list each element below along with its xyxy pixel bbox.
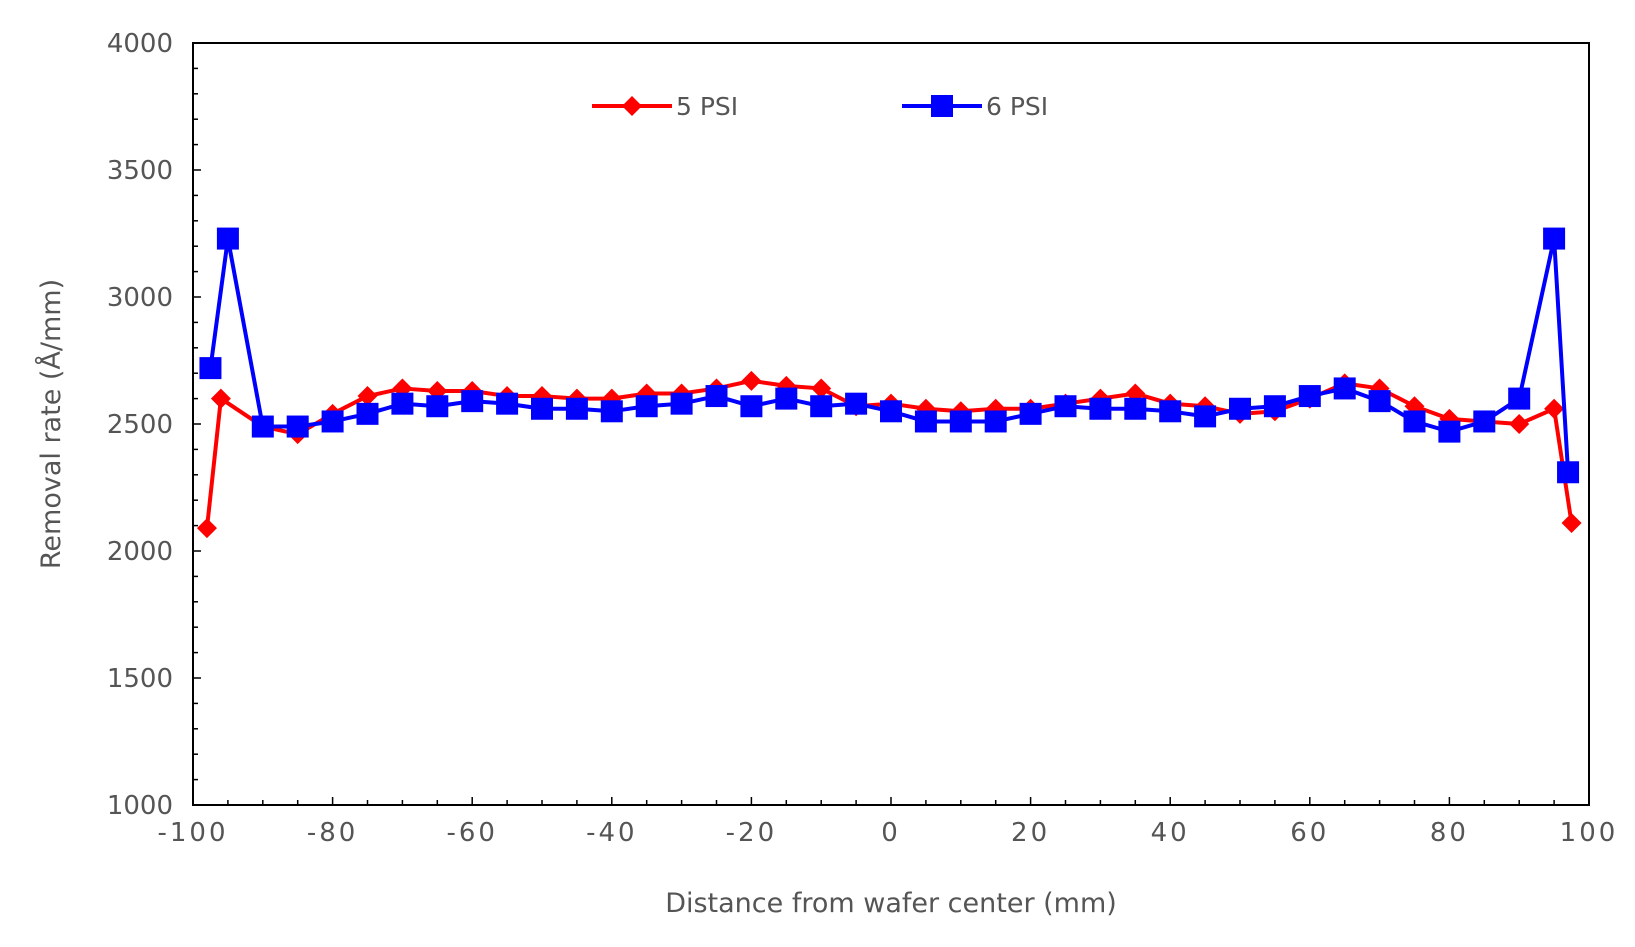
data-point xyxy=(931,95,953,117)
data-point xyxy=(1333,377,1356,400)
x-tick-label: -100 xyxy=(157,818,228,848)
data-point xyxy=(216,227,239,250)
legend-entry: 6 PSI xyxy=(902,92,1048,121)
data-point xyxy=(845,392,868,415)
data-point xyxy=(670,392,693,415)
data-point xyxy=(1054,395,1077,418)
data-point xyxy=(1509,414,1530,434)
data-point xyxy=(1438,420,1461,443)
y-tick-label: 4000 xyxy=(107,29,173,59)
x-tick-label: 100 xyxy=(1560,818,1619,848)
data-point xyxy=(251,415,274,438)
data-point xyxy=(1473,410,1496,433)
x-tick-label: 0 xyxy=(881,818,901,848)
x-tick-label: -40 xyxy=(586,818,637,848)
data-point xyxy=(984,410,1007,433)
data-point xyxy=(199,357,222,380)
y-tick-label: 2500 xyxy=(107,410,173,440)
data-point xyxy=(622,96,642,116)
data-point xyxy=(565,397,588,420)
data-point xyxy=(949,410,972,433)
data-point xyxy=(426,395,449,418)
data-point xyxy=(914,410,937,433)
data-point xyxy=(1263,395,1286,418)
data-point xyxy=(531,397,553,420)
y-tick-label: 1000 xyxy=(107,791,173,821)
data-point xyxy=(356,402,379,425)
data-point xyxy=(1089,397,1112,420)
series-1 xyxy=(199,227,1580,484)
data-point xyxy=(1561,513,1582,534)
data-point xyxy=(1019,402,1042,425)
data-point xyxy=(1194,405,1217,428)
data-point xyxy=(1544,398,1565,419)
y-tick-label: 2000 xyxy=(107,537,173,567)
data-point xyxy=(880,400,902,423)
data-point xyxy=(1557,461,1580,484)
data-point xyxy=(1508,387,1531,410)
x-axis-title: Distance from wafer center (mm) xyxy=(665,888,1117,919)
data-point xyxy=(357,386,378,407)
series-group xyxy=(196,227,1582,539)
data-point xyxy=(496,392,519,415)
data-point xyxy=(775,387,798,410)
data-point xyxy=(321,410,344,433)
data-point xyxy=(810,395,833,418)
data-point xyxy=(811,378,832,399)
data-point xyxy=(1229,397,1251,420)
y-axis-title: Removal rate (Å/mm) xyxy=(35,279,67,569)
data-point xyxy=(635,395,658,418)
x-tick-label: 40 xyxy=(1151,818,1190,848)
x-tick-label: -60 xyxy=(446,818,497,848)
x-tick-label: 60 xyxy=(1290,818,1329,848)
x-tick-label: -80 xyxy=(307,818,358,848)
x-tick-label: 80 xyxy=(1430,818,1469,848)
data-point xyxy=(1159,400,1182,423)
data-point xyxy=(196,518,217,539)
data-point xyxy=(391,392,414,415)
data-point xyxy=(1403,410,1426,433)
data-point xyxy=(286,415,309,438)
data-point xyxy=(740,395,763,418)
data-point xyxy=(1368,390,1391,413)
y-tick-label: 1500 xyxy=(107,664,173,694)
data-point xyxy=(600,400,623,423)
data-point xyxy=(1298,385,1321,408)
data-point xyxy=(1543,227,1566,250)
x-tick-label: -20 xyxy=(726,818,777,848)
data-point xyxy=(461,390,484,413)
legend-entry: 5 PSI xyxy=(592,92,738,121)
data-point xyxy=(705,385,728,408)
data-point xyxy=(1124,397,1147,420)
legend: 5 PSI 6 PSI xyxy=(592,92,1048,121)
data-point xyxy=(741,370,762,391)
y-tick-label: 3500 xyxy=(107,156,173,186)
data-point xyxy=(210,388,231,409)
legend-label: 5 PSI xyxy=(676,92,738,121)
legend-label: 6 PSI xyxy=(986,92,1048,121)
x-tick-label: 20 xyxy=(1011,818,1050,848)
y-tick-label: 3000 xyxy=(107,283,173,313)
